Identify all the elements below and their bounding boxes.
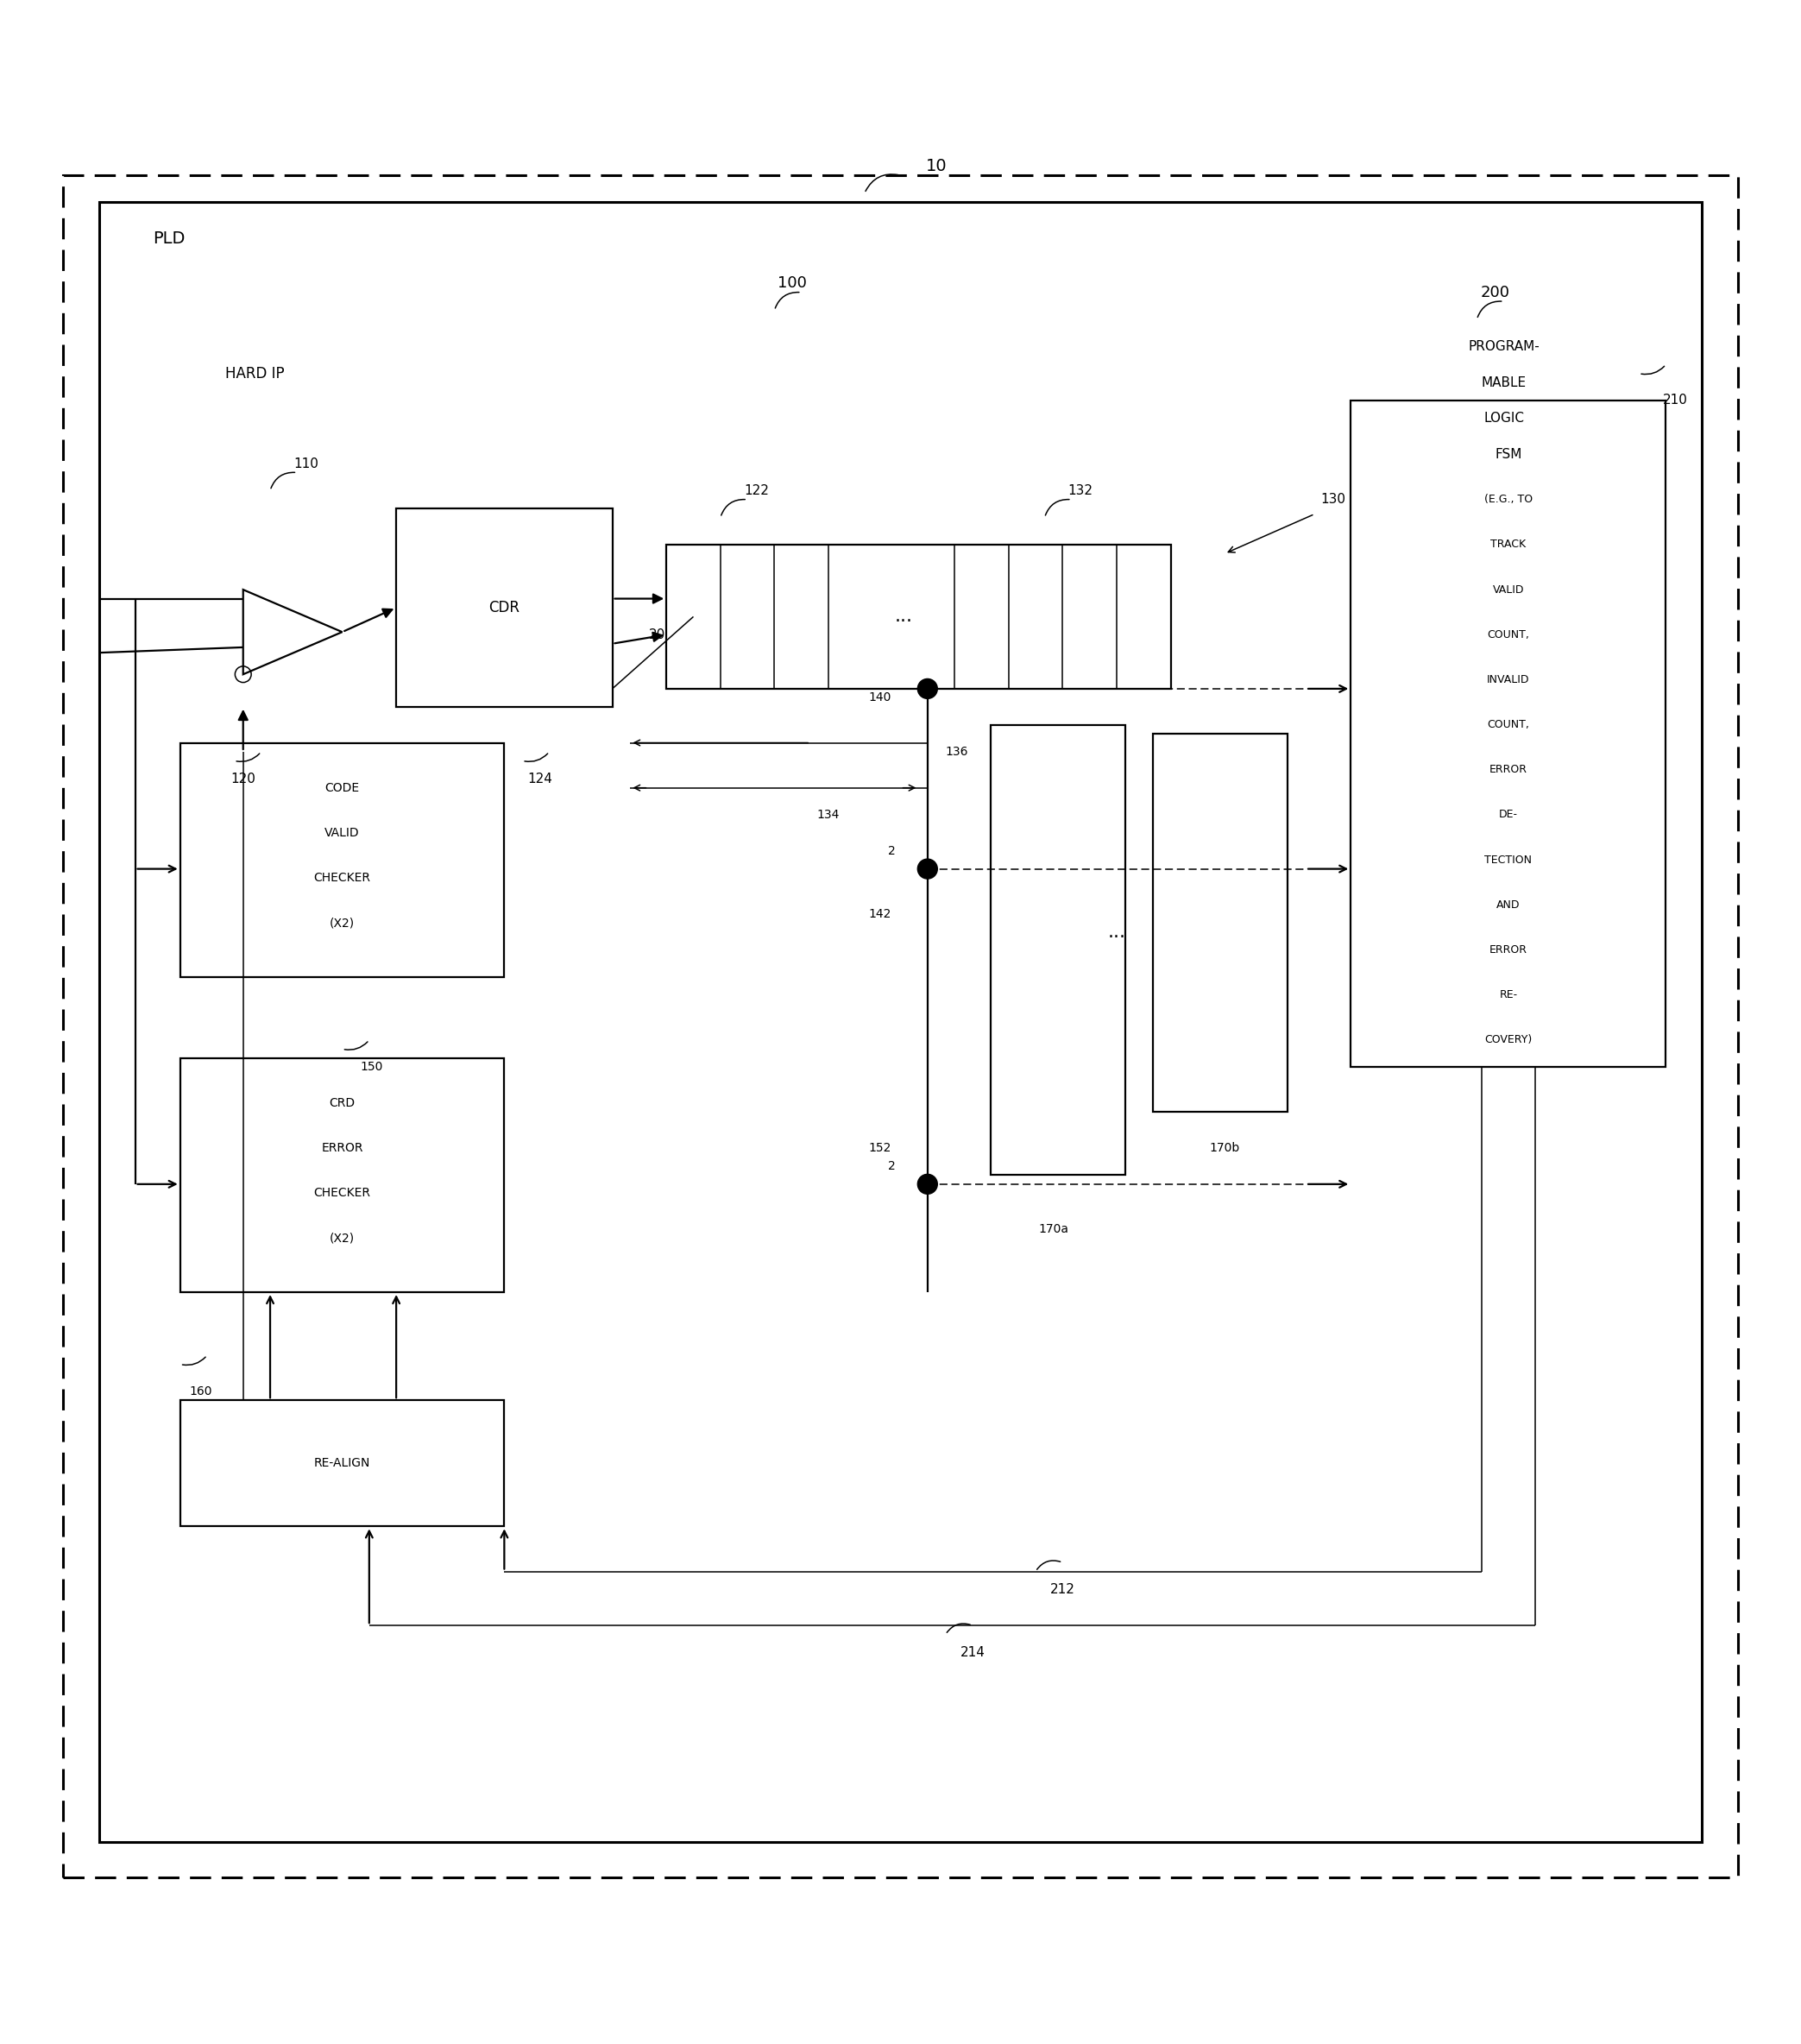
Text: TRACK: TRACK (1491, 540, 1525, 550)
Bar (1351, 401, 1666, 1067)
Text: VALID: VALID (1493, 585, 1524, 595)
Bar (99, 202, 1702, 1842)
Text: 134: 134 (818, 809, 839, 822)
Text: 150: 150 (360, 1061, 384, 1073)
Text: 100: 100 (778, 276, 807, 290)
Bar (135, 356, 1432, 1382)
Text: 170a: 170a (1039, 1222, 1068, 1235)
Text: 110: 110 (294, 458, 319, 470)
Text: 142: 142 (868, 908, 891, 920)
Text: (E.G., TO: (E.G., TO (1484, 495, 1533, 505)
Bar (180, 1059, 504, 1292)
Text: CHECKER: CHECKER (313, 873, 371, 883)
Text: CHECKER: CHECKER (313, 1188, 371, 1200)
Bar (991, 726, 1126, 1175)
Text: 20: 20 (648, 628, 666, 642)
Text: RE-ALIGN: RE-ALIGN (313, 1457, 371, 1470)
Text: CODE: CODE (324, 781, 360, 793)
Text: 122: 122 (744, 484, 769, 497)
Circle shape (919, 858, 938, 879)
Circle shape (919, 679, 938, 699)
Bar (666, 544, 1171, 689)
Text: 210: 210 (1662, 394, 1688, 407)
Text: 10: 10 (926, 157, 947, 174)
Text: ERROR: ERROR (1489, 764, 1527, 775)
Text: TECTION: TECTION (1484, 854, 1533, 865)
Text: AND: AND (1497, 899, 1520, 910)
Text: ...: ... (895, 607, 913, 625)
Text: 2: 2 (888, 844, 895, 856)
Text: 130: 130 (1320, 493, 1345, 507)
Bar (180, 742, 504, 977)
Text: MABLE: MABLE (1482, 376, 1525, 388)
Circle shape (919, 1173, 938, 1194)
Text: 132: 132 (1068, 484, 1093, 497)
Text: FSM: FSM (1495, 448, 1522, 462)
Text: 214: 214 (960, 1645, 985, 1660)
Text: COUNT,: COUNT, (1488, 630, 1529, 640)
Text: INVALID: INVALID (1488, 675, 1529, 685)
Text: COUNT,: COUNT, (1488, 719, 1529, 730)
Text: 136: 136 (946, 746, 969, 758)
Text: 152: 152 (868, 1143, 891, 1155)
Text: 120: 120 (231, 773, 256, 785)
Bar (1153, 734, 1288, 1112)
Text: HARD IP: HARD IP (225, 366, 285, 382)
Bar (1306, 356, 1702, 1094)
Text: (X2): (X2) (330, 918, 355, 928)
Text: 160: 160 (189, 1386, 213, 1398)
Text: 124: 124 (528, 773, 553, 785)
Text: ERROR: ERROR (1489, 944, 1527, 955)
Text: 212: 212 (1050, 1582, 1075, 1596)
Text: PLD: PLD (153, 231, 186, 247)
Text: LOGIC: LOGIC (1484, 413, 1524, 425)
Text: DE-: DE- (1498, 809, 1518, 820)
Text: 170b: 170b (1210, 1143, 1239, 1155)
Text: CRD: CRD (330, 1098, 355, 1110)
Text: CDR: CDR (488, 599, 520, 615)
Text: PROGRAM-: PROGRAM- (1468, 339, 1540, 354)
Text: 200: 200 (1480, 284, 1509, 300)
Text: RE-: RE- (1498, 989, 1518, 1002)
Text: (X2): (X2) (330, 1233, 355, 1245)
Text: COVERY): COVERY) (1484, 1034, 1533, 1047)
Text: ...: ... (1108, 924, 1126, 940)
Text: 140: 140 (868, 691, 891, 703)
Text: ERROR: ERROR (321, 1143, 364, 1155)
Text: 2: 2 (888, 1161, 895, 1171)
Bar (180, 1400, 504, 1527)
Text: VALID: VALID (324, 828, 360, 838)
Bar (396, 509, 612, 707)
